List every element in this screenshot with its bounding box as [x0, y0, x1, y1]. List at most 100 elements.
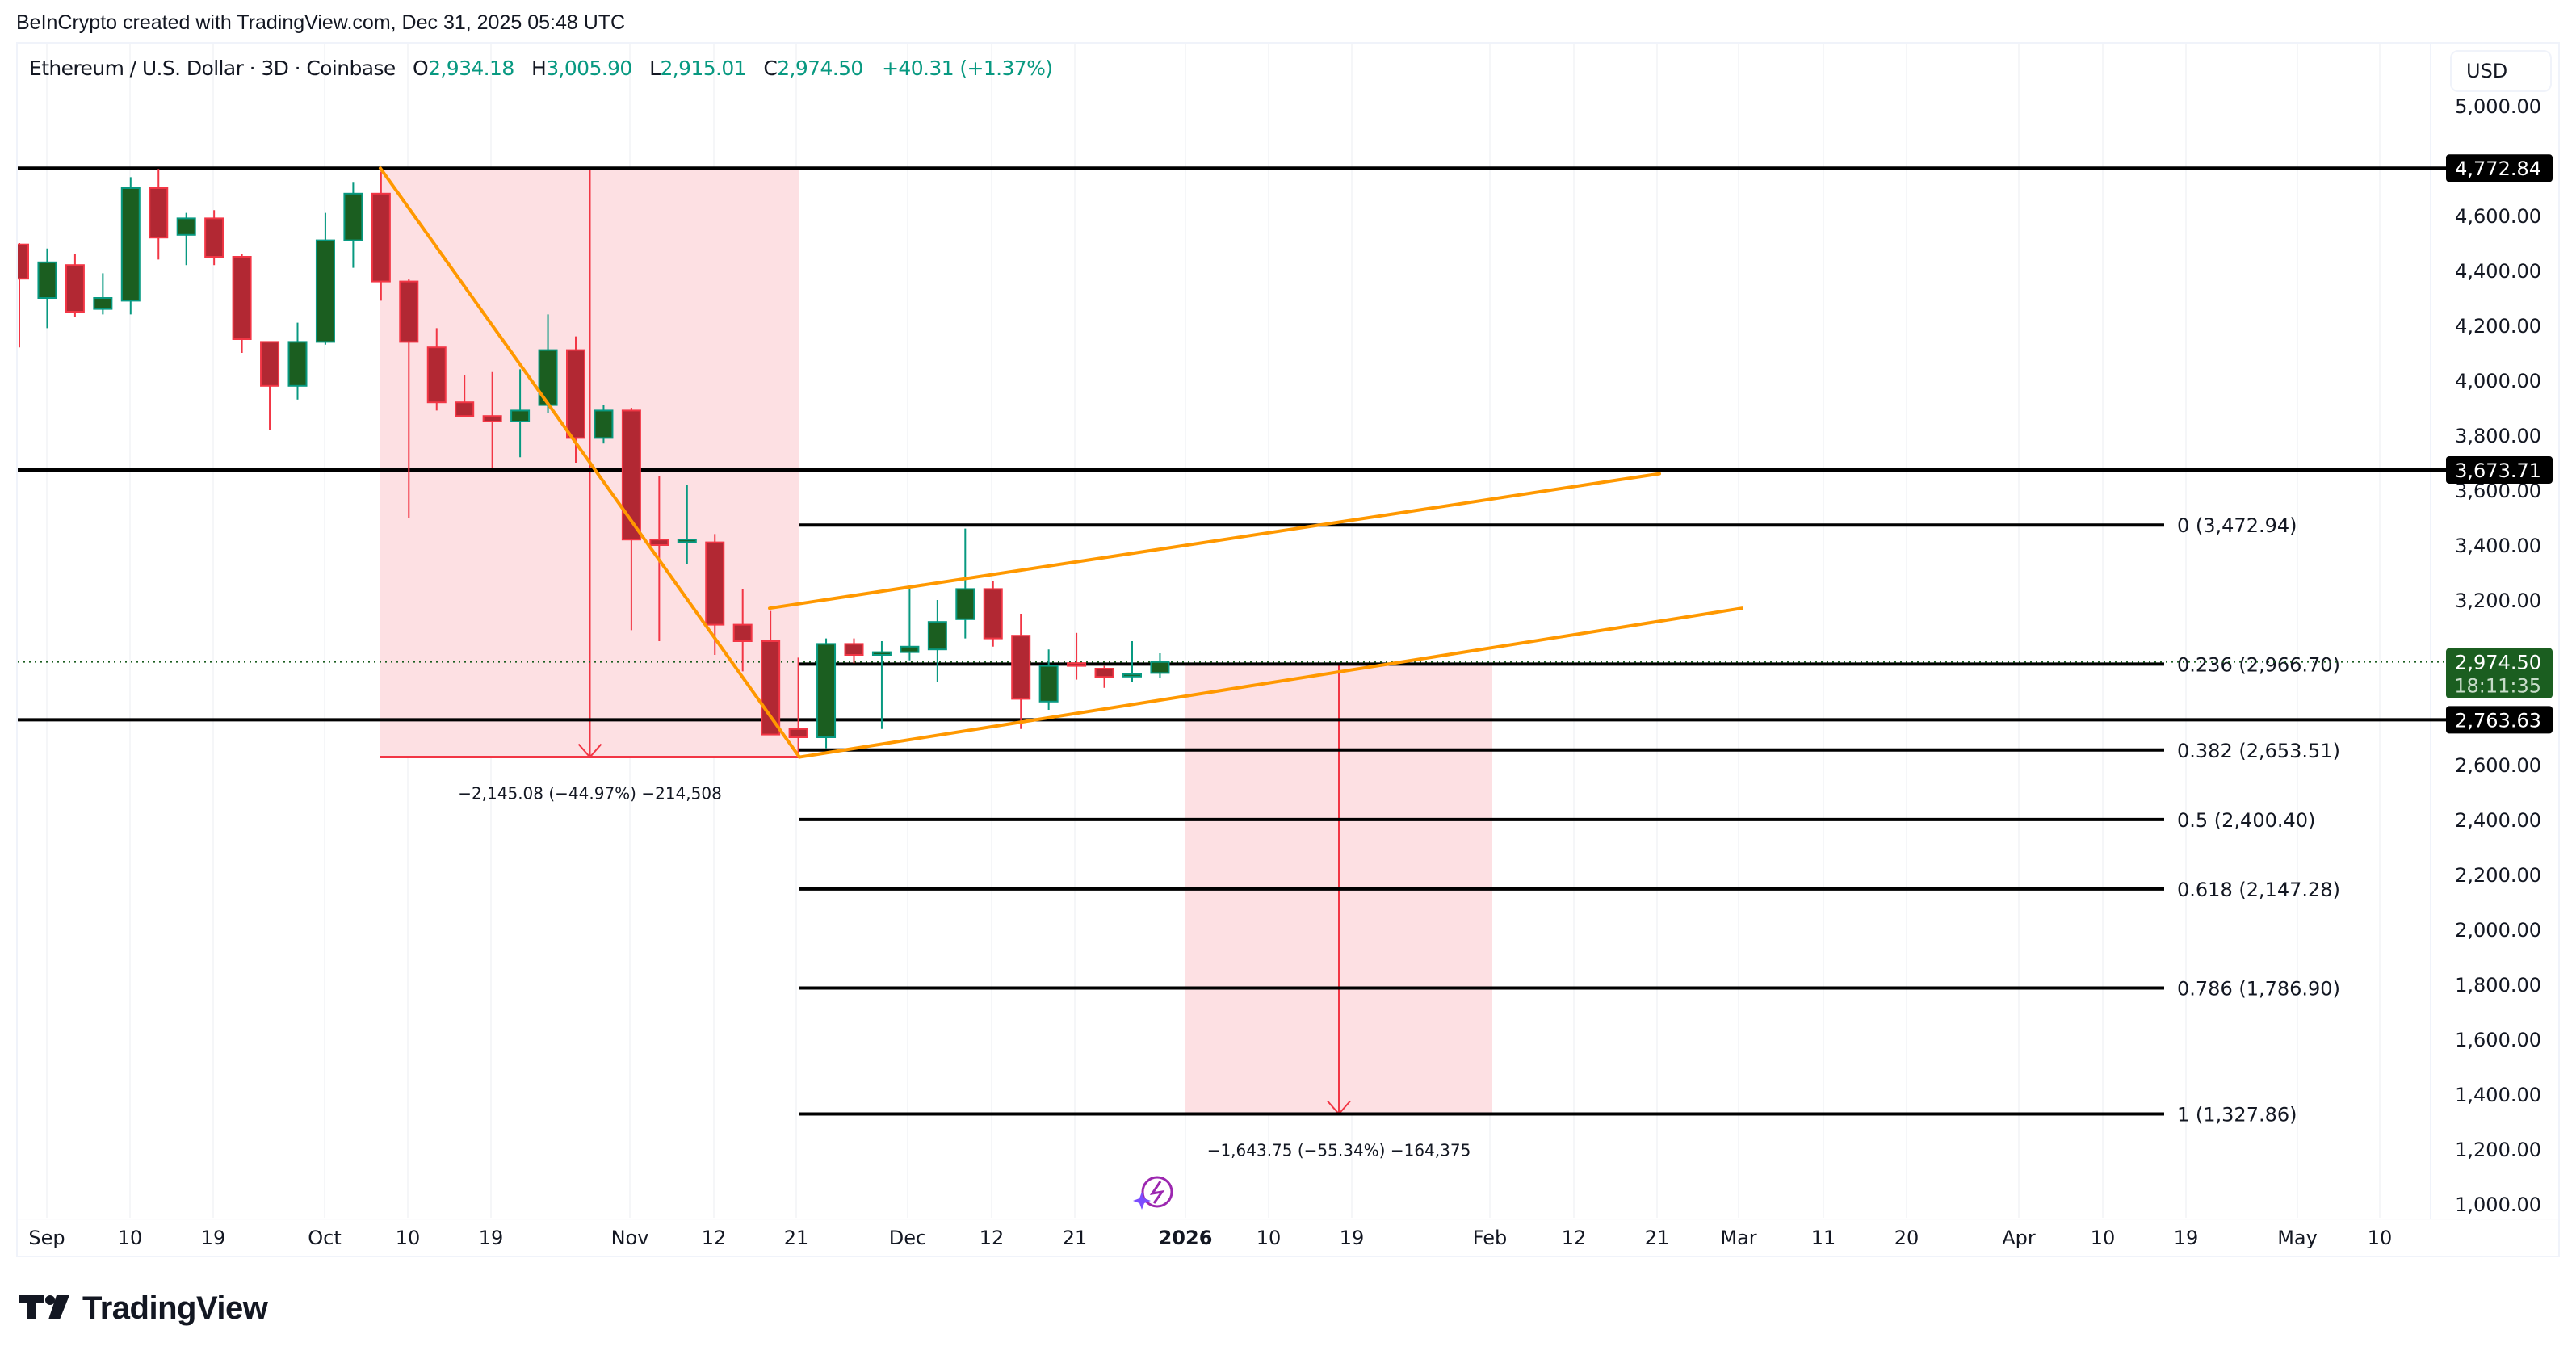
candle-body: [260, 341, 280, 387]
time-axis-tick: 19: [1340, 1227, 1365, 1249]
time-axis-tick: 21: [1063, 1227, 1088, 1249]
candle-body: [844, 643, 864, 657]
candle[interactable]: [1011, 614, 1031, 729]
candle[interactable]: [510, 369, 531, 458]
candle-body: [399, 280, 419, 343]
candle[interactable]: [315, 212, 335, 345]
candle[interactable]: [983, 581, 1003, 647]
lightning-sparkle-icon[interactable]: [1133, 1176, 1173, 1210]
candle[interactable]: [844, 638, 864, 664]
time-axis-tick: 19: [201, 1227, 226, 1249]
candle[interactable]: [1150, 652, 1170, 678]
time-axis-tick: 10: [396, 1227, 421, 1249]
time-axis-tick: 11: [1811, 1227, 1836, 1249]
candle[interactable]: [204, 210, 224, 266]
candle[interactable]: [732, 589, 753, 672]
price-axis-tick: 2,200.00: [2455, 864, 2541, 887]
candle-body: [120, 187, 141, 302]
candle[interactable]: [677, 485, 697, 564]
candle-body: [371, 192, 391, 283]
candle-body: [93, 297, 113, 310]
time-axis-tick: 19: [2174, 1227, 2199, 1249]
candle-body: [927, 621, 947, 651]
time-axis-tick: 10: [2091, 1227, 2116, 1249]
tradingview-logo[interactable]: TradingView: [19, 1290, 268, 1327]
candle-body: [761, 640, 781, 736]
candle-body: [1094, 668, 1114, 678]
price-tag: [2446, 154, 2553, 182]
time-axis-tick: 12: [1562, 1227, 1587, 1249]
open-label: O: [413, 57, 429, 80]
candle[interactable]: [594, 405, 614, 444]
trendline[interactable]: [379, 166, 801, 759]
candle[interactable]: [93, 273, 113, 315]
candle[interactable]: [287, 322, 308, 400]
candle[interactable]: [426, 328, 447, 411]
currency-button[interactable]: USD: [2450, 50, 2552, 92]
candle[interactable]: [343, 182, 363, 268]
time-axis-tick: Nov: [611, 1227, 649, 1249]
low-label: L: [649, 57, 661, 80]
candle-body: [149, 187, 169, 239]
price-axis-tick: 5,000.00: [2455, 95, 2541, 118]
time-axis-tick: 21: [784, 1227, 809, 1249]
candle[interactable]: [705, 534, 725, 655]
candle-body: [343, 192, 363, 241]
candle-body: [482, 415, 502, 423]
candle-body: [204, 217, 224, 258]
candle-body: [955, 588, 975, 620]
time-axis-tick: 12: [702, 1227, 727, 1249]
candle[interactable]: [955, 528, 975, 639]
candle[interactable]: [149, 169, 169, 260]
candle-body: [37, 261, 57, 299]
price-tag-label: 2,763.63: [2455, 709, 2541, 732]
candle[interactable]: [482, 371, 502, 468]
candle[interactable]: [120, 177, 141, 315]
candle[interactable]: [260, 341, 280, 430]
candle[interactable]: [927, 600, 947, 682]
tradingview-logo-icon: [19, 1294, 69, 1319]
candle[interactable]: [371, 171, 391, 301]
candle[interactable]: [900, 589, 920, 661]
price-tag-label: 3,673.71: [2455, 459, 2541, 482]
close-label: C: [763, 57, 778, 80]
candle[interactable]: [1122, 641, 1142, 682]
candle[interactable]: [176, 212, 196, 266]
symbol-legend: Ethereum / U.S. Dollar · 3D · Coinbase O…: [29, 57, 1053, 80]
candle[interactable]: [1094, 665, 1114, 688]
candle[interactable]: [871, 641, 892, 729]
candle[interactable]: [65, 254, 85, 317]
candle[interactable]: [788, 657, 808, 758]
trendline[interactable]: [798, 606, 1743, 759]
candle[interactable]: [1038, 649, 1059, 710]
symbol-title: Ethereum / U.S. Dollar · 3D · Coinbase: [29, 57, 396, 80]
fib-level-label: 0.236 (2,966.70): [2177, 653, 2340, 676]
high-value: 3,005.90: [546, 57, 632, 80]
time-axis-tick: 10: [2368, 1227, 2393, 1249]
candle[interactable]: [538, 314, 558, 413]
candle-body: [176, 217, 196, 236]
time-axis-tick: 2026: [1159, 1227, 1213, 1249]
close-value: 2,974.50: [777, 57, 863, 80]
candle[interactable]: [37, 248, 57, 329]
price-axis-tick: 3,400.00: [2455, 535, 2541, 557]
candle[interactable]: [399, 279, 419, 518]
price-tag: [2446, 455, 2553, 484]
candle-body: [649, 539, 669, 547]
measure-label: −2,145.08 (−44.97%) −214,508: [458, 784, 722, 803]
last-price-tag: [2446, 648, 2553, 698]
candle-body: [677, 539, 697, 543]
candle[interactable]: [10, 243, 29, 348]
candle[interactable]: [232, 254, 252, 353]
candle-body: [1038, 665, 1059, 703]
time-axis-tick: 20: [1894, 1227, 1919, 1249]
candle[interactable]: [1067, 632, 1087, 680]
candle-body: [816, 643, 837, 739]
time-axis-tick: Mar: [1720, 1227, 1756, 1249]
candle-body: [426, 346, 447, 404]
candle[interactable]: [816, 638, 837, 749]
time-axis-tick: Dec: [889, 1227, 926, 1249]
trendline[interactable]: [768, 472, 1661, 610]
candle[interactable]: [455, 375, 475, 417]
